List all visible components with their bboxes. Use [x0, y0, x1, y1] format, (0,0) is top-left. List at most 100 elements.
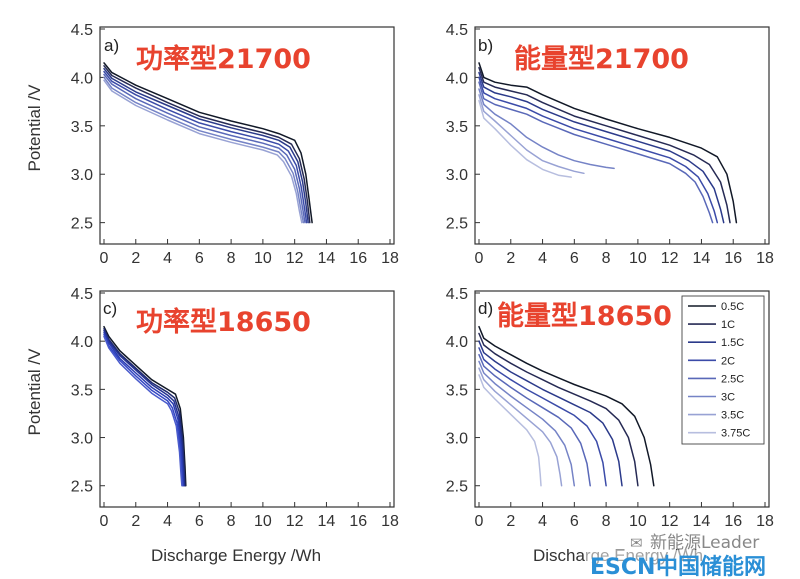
legend-label: 2.5C	[721, 373, 744, 385]
panel-b-title: 能量型21700	[514, 43, 689, 75]
panel-d-series-2	[478, 332, 639, 487]
panel-b-letter: b)	[478, 36, 493, 55]
panel-d-series-6	[478, 360, 576, 487]
panel-c-ytick-label: 4.0	[71, 334, 93, 351]
panel-a-ytick-label: 3.5	[71, 119, 93, 136]
legend-label: 3.75C	[721, 428, 750, 440]
panel-c-series-4	[103, 331, 185, 487]
panel-d-series-8	[478, 374, 542, 487]
panel-a-xtick-label: 4	[163, 250, 172, 267]
panel-b-xtick-label: 8	[602, 250, 611, 267]
panel-c-ytick-label: 2.5	[71, 479, 93, 496]
panel-b-ytick-label: 4.5	[446, 22, 468, 39]
panel-c-ytick-label: 4.5	[71, 286, 93, 303]
panel-c-ytick-label: 3.0	[71, 431, 93, 448]
panel-d-lines	[478, 325, 655, 487]
panel-a-xtick-label: 12	[286, 250, 304, 267]
panel-a-series-1	[103, 62, 313, 224]
panel-d-xtick-label: 8	[602, 513, 611, 530]
panel-d-xtick-label: 10	[629, 513, 647, 530]
legend-label: 3C	[721, 392, 735, 404]
panel-d-ytick-label: 2.5	[446, 479, 468, 496]
panel-a-xtick-label: 18	[381, 250, 399, 267]
panel-a-ticks: 0 2 4 6 8 10 12 14 16 18 2.5 3.0 3.5 4.0 4.5	[71, 22, 399, 267]
panel-a-lines	[103, 62, 313, 224]
panel-b: 0 2 4 6 8 10 12 14 16 18 2.5 3.0 3.5 4.0 4.5 b) 能量型217…	[446, 22, 774, 267]
panel-b-xtick-label: 18	[756, 250, 774, 267]
panel-a-xtick-label: 10	[254, 250, 272, 267]
panel-b-xtick-label: 12	[661, 250, 679, 267]
panel-c-frame	[99, 290, 395, 508]
panel-b-series-1	[478, 62, 738, 224]
legend-items: 0.5C 1C 1.5C 2C 2.5C 3C 3.5C 3.75C	[688, 301, 750, 440]
panel-b-xtick-label: 14	[693, 250, 711, 267]
panel-d-series-5	[478, 353, 591, 487]
panel-c-series-6	[103, 335, 183, 487]
panel-d-series-1	[478, 325, 655, 487]
watermark-backdrop	[586, 550, 798, 577]
legend: 0.5C 1C 1.5C 2C 2.5C 3C 3.5C 3.75C	[681, 295, 765, 445]
panel-c-xtick-label: 12	[286, 513, 304, 530]
panel-b-xtick-label: 2	[506, 250, 515, 267]
panel-b-xtick-label: 16	[724, 250, 742, 267]
panel-c-xtick-label: 6	[195, 513, 204, 530]
panel-b-ytick-label: 3.5	[446, 119, 468, 136]
panel-d-ytick-label: 3.5	[446, 382, 468, 399]
legend-box	[681, 295, 765, 445]
panel-b-series-2	[478, 66, 731, 224]
panel-a-xtick-label: 6	[195, 250, 204, 267]
panel-b-frame	[474, 26, 770, 245]
panel-a-ytick-label: 4.5	[71, 22, 93, 39]
watermark-brand-cn: 中国储能网	[656, 554, 766, 579]
watermark-account: 新能源Leader	[650, 533, 759, 553]
panel-b-series-6	[478, 88, 615, 170]
panel-c-xtick-label: 0	[100, 513, 109, 530]
panel-c-lines	[103, 325, 187, 487]
panel-b-ytick-label: 3.0	[446, 167, 468, 184]
panel-b-ticks: 0 2 4 6 8 10 12 14 16 18 2.5 3.0 3.5 4.0 4.5	[446, 22, 774, 267]
watermark: ✉ 新能源Leader ESCN 中国储能网	[586, 533, 798, 579]
panel-c-xtick-label: 10	[254, 513, 272, 530]
panel-a-series-5	[103, 73, 306, 224]
panel-c-title: 功率型18650	[136, 306, 311, 338]
panel-a-frame	[99, 26, 395, 245]
panel-b-series-3	[478, 71, 725, 224]
watermark-brand-latin: ESCN	[590, 555, 655, 579]
panel-d-frame	[474, 290, 770, 508]
legend-label: 0.5C	[721, 301, 744, 313]
panel-c-ticks: 0 2 4 6 8 10 12 14 16 18 2.5 3.0 3.5 4.0 4.5	[71, 286, 399, 530]
panel-d-xtick-label: 6	[570, 513, 579, 530]
panel-c-xtick-label: 2	[131, 513, 140, 530]
panel-d: 0 2 4 6 8 10 12 14 16 18 2.5 3.0 3.5 4.0 4.5 d) 能量型186…	[446, 286, 774, 530]
panel-d-xtick-label: 18	[756, 513, 774, 530]
panel-c-xtick-label: 4	[163, 513, 172, 530]
panel-a-xtick-label: 0	[100, 250, 109, 267]
panel-b-xtick-label: 4	[538, 250, 547, 267]
panel-b-series-5	[478, 81, 714, 224]
panel-d-series-7	[478, 367, 563, 487]
panel-a-ytick-label: 3.0	[71, 167, 93, 184]
panel-a-ytick-label: 4.0	[71, 70, 93, 87]
panel-a-series-2	[103, 65, 311, 224]
panel-b-series-8	[478, 99, 572, 178]
panel-b-series-4	[478, 76, 719, 224]
panel-d-letter: d)	[478, 299, 493, 318]
panel-c-xtick-label: 14	[318, 513, 336, 530]
panel-b-xtick-label: 0	[475, 250, 484, 267]
panel-a-letter: a)	[104, 36, 119, 55]
panel-c-series-5	[103, 333, 184, 487]
panel-b-xtick-label: 10	[629, 250, 647, 267]
panel-d-title: 能量型18650	[497, 300, 672, 332]
panel-c-series-2	[103, 327, 186, 487]
panel-a-series-7	[103, 79, 303, 224]
legend-label: 2C	[721, 355, 735, 367]
wechat-icon: ✉	[630, 534, 643, 552]
panel-a-series-3	[103, 67, 309, 224]
panel-d-series-4	[478, 347, 607, 487]
panel-a-xtick-label: 8	[227, 250, 236, 267]
panel-a-ytick-label: 2.5	[71, 216, 93, 233]
panel-c-xtick-label: 18	[381, 513, 399, 530]
legend-label: 1.5C	[721, 337, 744, 349]
legend-label: 3.5C	[721, 410, 744, 422]
